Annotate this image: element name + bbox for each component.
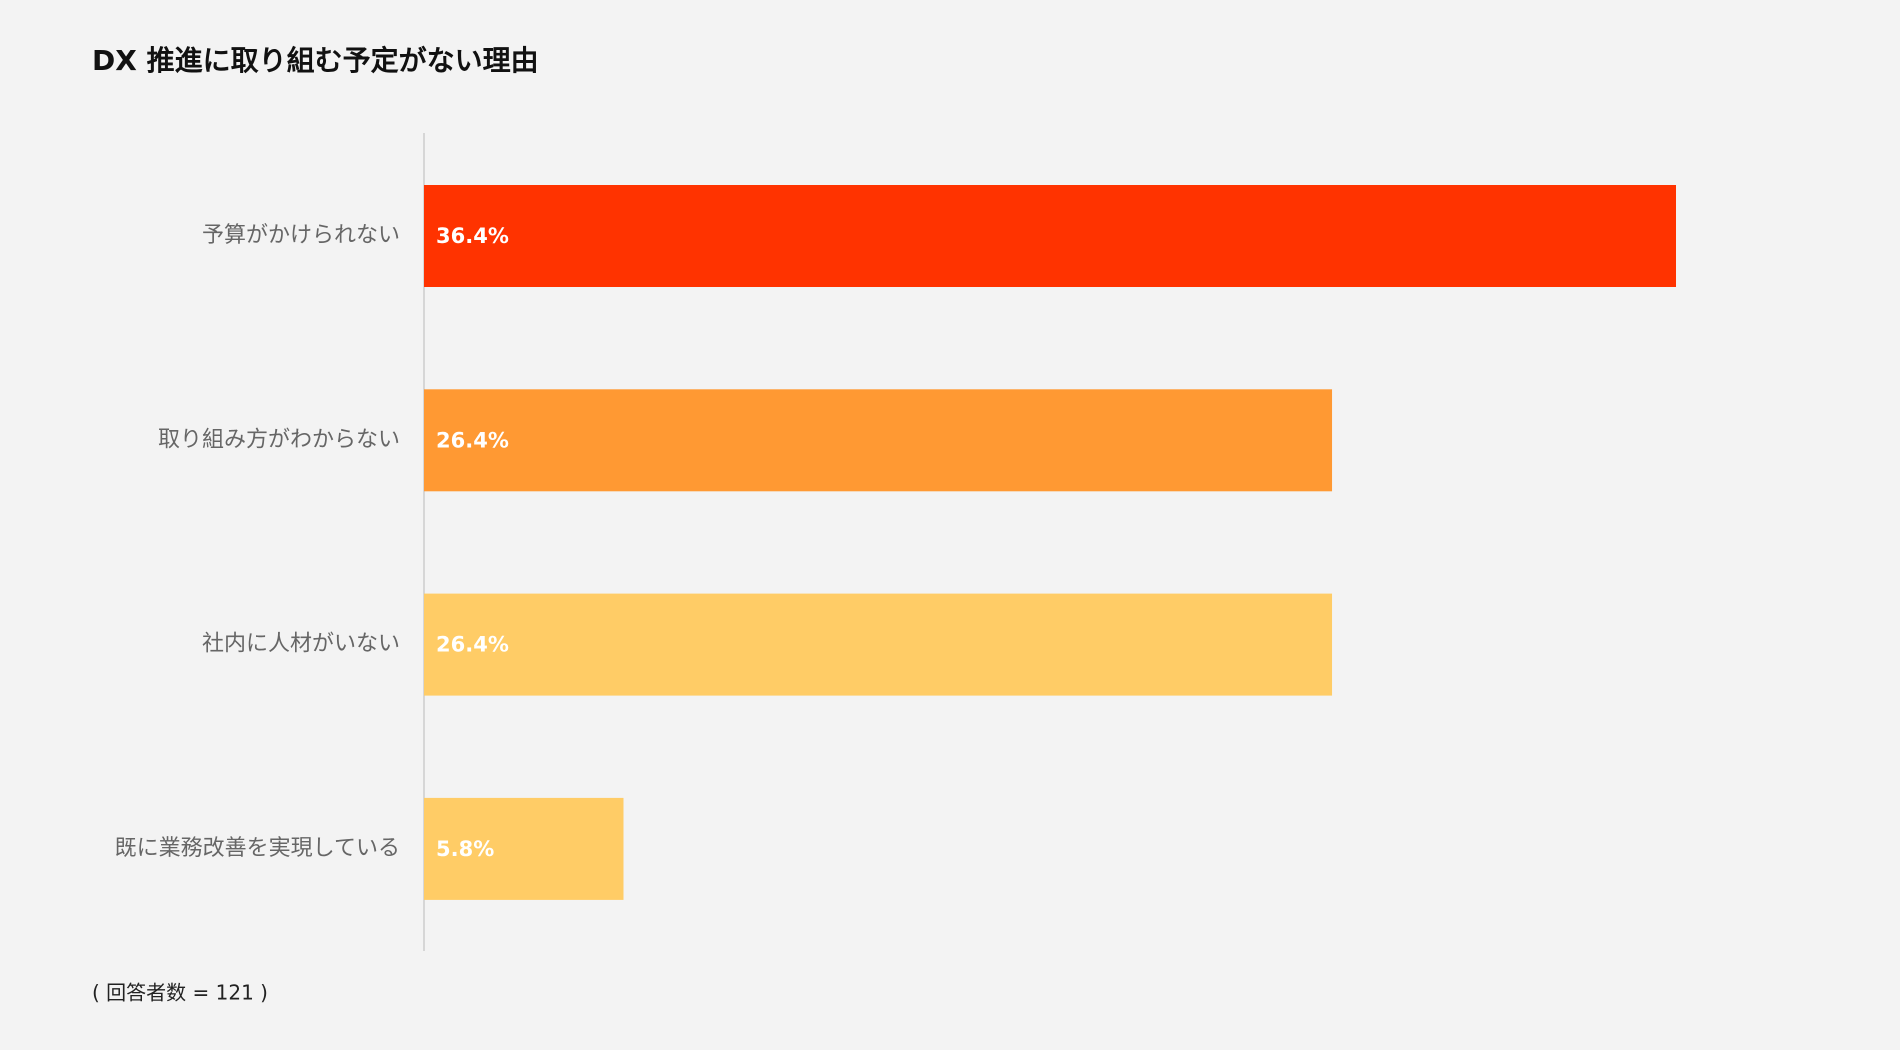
- value-label: 26.4%: [436, 428, 509, 452]
- bar: [424, 797, 624, 900]
- category-label: 予算がかけられない: [202, 223, 400, 248]
- category-label: 社内に人材がいない: [202, 632, 400, 657]
- value-label: 26.4%: [436, 633, 509, 657]
- bar: [424, 593, 1333, 696]
- footnote: ( 回答者数 = 121 ): [92, 981, 268, 1005]
- bar: [424, 185, 1676, 287]
- category-label: 既に業務改善を実現している: [115, 836, 400, 861]
- bar: [424, 389, 1333, 492]
- value-label: 5.8%: [436, 837, 494, 861]
- chart-title: DX 推進に取り組む予定がない理由: [92, 44, 539, 77]
- value-label: 36.4%: [436, 224, 509, 248]
- category-label: 取り組み方がわからない: [158, 427, 400, 452]
